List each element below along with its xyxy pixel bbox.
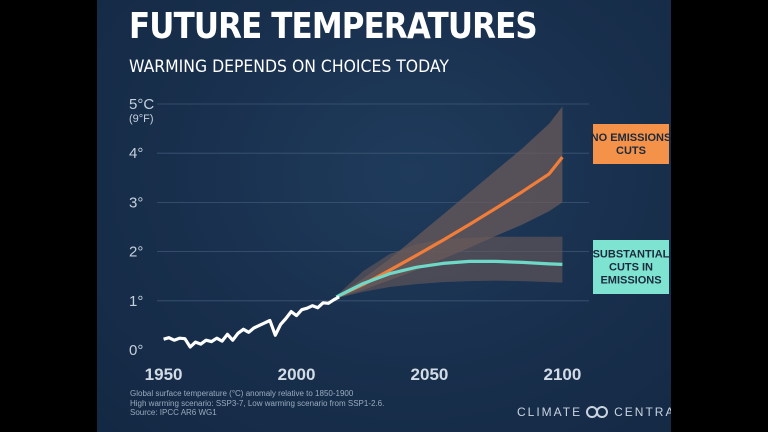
scenario-label-box	[593, 240, 669, 294]
scenario-label-box	[593, 124, 669, 164]
y-tick-label: 5°C	[129, 96, 154, 113]
infinity-rings-icon	[586, 406, 609, 418]
y-tick-label: 2°	[129, 244, 143, 261]
footnote-line-2: High warming scenario: SSP3-7, Low warmi…	[130, 398, 385, 408]
historical-line	[163, 295, 340, 349]
uncertainty-band	[336, 236, 563, 299]
scenario-label-text: SUBSTANTIAL	[593, 249, 670, 261]
footnote-line-3: Source: IPCC AR6 WG1	[130, 408, 217, 417]
x-tick-label: 2000	[278, 365, 316, 384]
scenario-label-text: NO EMISSIONS	[591, 132, 671, 144]
y-tick-label: 3°	[129, 194, 143, 211]
chart-title: FUTURE TEMPERATURES	[129, 6, 538, 47]
uncertainty-band	[336, 106, 563, 299]
brand-text-right: CENTRAL	[614, 405, 671, 419]
scenario-line	[335, 259, 563, 299]
footnote-line-1: Global surface temperature (°C) anomaly …	[130, 389, 354, 398]
temperature-chart: 0° 1° 2° 3° 4° 5°C(9°F) 1950 2000 2050 2100 NO EMI…	[129, 96, 671, 384]
x-tick-label: 2050	[411, 365, 449, 384]
brand-logo: CLIMATE CENTRAL	[517, 405, 671, 419]
footnote: Global surface temperature (°C) anomaly …	[130, 389, 384, 418]
y-tick-label: 1°	[129, 293, 143, 310]
y-tick-sublabel: (9°F)	[129, 113, 154, 125]
y-tick-label: 0°	[129, 342, 143, 359]
scenario-label-text: CUTS	[616, 145, 646, 157]
brand-text-left: CLIMATE	[517, 405, 583, 419]
scenario-label-text: EMISSIONS	[600, 275, 661, 287]
chart-frame: FUTURE TEMPERATURES WARMING DEPENDS ON C…	[97, 0, 671, 432]
x-tick-label: 2100	[543, 365, 581, 384]
scenario-label-text: CUTS IN	[609, 262, 653, 274]
chart-subtitle: WARMING DEPENDS ON CHOICES TODAY	[129, 57, 449, 77]
x-tick-label: 1950	[145, 365, 183, 384]
y-tick-label: 4°	[129, 145, 143, 162]
